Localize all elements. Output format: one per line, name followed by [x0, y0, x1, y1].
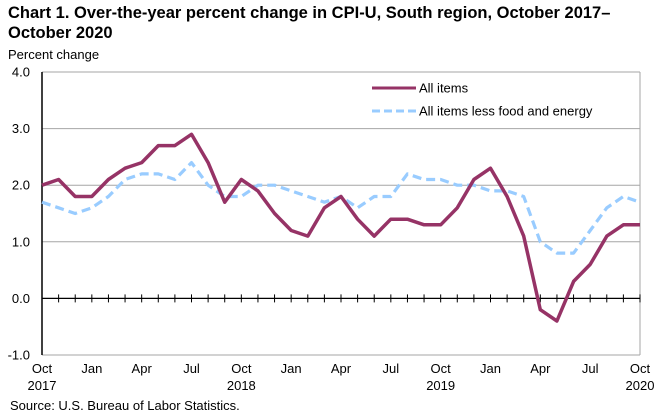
x-tick-label-month: Jan [480, 361, 501, 376]
gridlines [42, 71, 640, 243]
plot-frame [41, 71, 641, 356]
x-tick-label-year: 2018 [227, 378, 256, 393]
x-tick-label-month: Oct [231, 361, 252, 376]
y-tick-label: 4.0 [12, 65, 30, 80]
legend-label: All items less food and energy [419, 104, 593, 119]
legend-label: All items [419, 81, 469, 96]
x-tick-label-year: 2020 [626, 378, 655, 393]
x-tick-label-month: Jan [81, 361, 102, 376]
y-tick-label: -1.0 [8, 348, 30, 363]
y-tick-label: 0.0 [12, 291, 30, 306]
y-tick-label: 2.0 [12, 178, 30, 193]
y-tick-label: 3.0 [12, 121, 30, 136]
series-line-core [41, 161, 641, 255]
x-axis [42, 294, 641, 303]
x-tick-label-year: 2019 [426, 378, 455, 393]
source-note: Source: U.S. Bureau of Labor Statistics. [10, 398, 240, 413]
x-tick-label-month: Oct [32, 361, 53, 376]
x-tick-label-month: Jul [183, 361, 200, 376]
x-tick-label-month: Apr [530, 361, 551, 376]
series-lines [41, 132, 641, 323]
x-tick-label-month: Jul [383, 361, 400, 376]
x-tick-label-month: Oct [630, 361, 651, 376]
x-tick-label-month: Jan [281, 361, 302, 376]
series-line-all-items [41, 132, 640, 323]
x-tick-label-month: Apr [132, 361, 153, 376]
y-axis-label: Percent change [8, 47, 100, 62]
x-tick-label-month: Jul [582, 361, 599, 376]
y-axis-ticks: -1.0 0.0 1.0 2.0 3.0 4.0 [8, 65, 30, 363]
x-tick-label-month: Apr [331, 361, 352, 376]
x-tick-label-year: 2017 [28, 378, 57, 393]
legend: All items All items less food and energy [372, 81, 593, 119]
chart-title: Chart 1. Over-the-year percent change in… [8, 4, 611, 42]
x-axis-labels: Oct 2017 Jan Apr Jul Oct 2018 Jan Apr Jul Oct 2019 J… [28, 361, 655, 393]
y-tick-label: 1.0 [12, 234, 30, 249]
x-tick-label-month: Oct [431, 361, 452, 376]
